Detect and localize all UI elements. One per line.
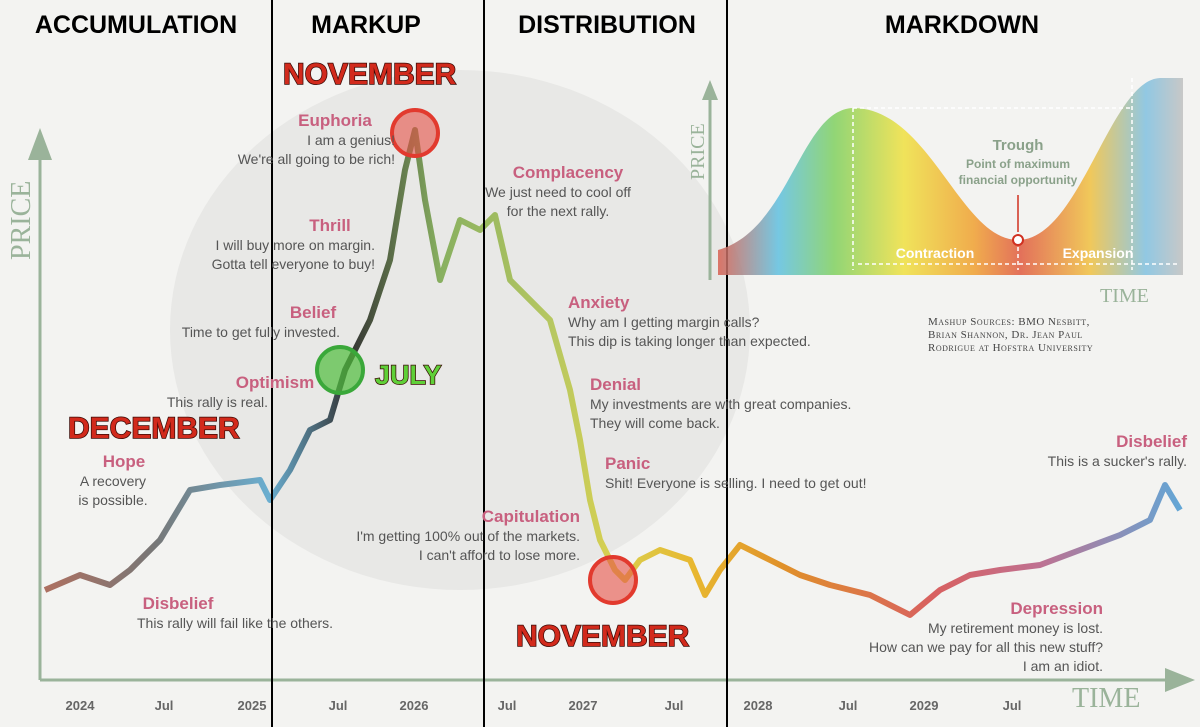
- x-tick-label: 2028: [744, 698, 773, 713]
- x-tick-label: 2026: [400, 698, 429, 713]
- phase-title: ACCUMULATION: [35, 11, 237, 39]
- phase-dividers: [271, 0, 728, 727]
- axes: [28, 128, 1195, 692]
- emotion-label: Optimism: [236, 373, 314, 392]
- emotion-label: Anxiety: [568, 293, 630, 312]
- phase-title: MARKDOWN: [885, 11, 1039, 39]
- emotion-text: We're all going to be rich!: [238, 151, 395, 167]
- inset-expansion: Expansion: [1063, 245, 1134, 261]
- emotion-label: Thrill: [309, 216, 351, 235]
- callout: NOVEMBER: [516, 620, 690, 653]
- callout: NOVEMBER: [283, 58, 457, 91]
- emotion-text: We just need to cool off: [485, 184, 631, 200]
- emotion-text: This dip is taking longer than expected.: [568, 333, 811, 349]
- emotion-text: Shit! Everyone is selling. I need to get…: [605, 475, 867, 491]
- inset-price-label: PRICE: [687, 123, 709, 180]
- bottom-marker: [588, 555, 638, 605]
- peak-marker: [390, 108, 440, 158]
- sources: Rodrigue at Hofstra University: [928, 342, 1093, 354]
- x-tick-label: Jul: [155, 698, 174, 713]
- price-path: [43, 127, 1183, 618]
- july-marker: [315, 345, 365, 395]
- x-tick-label: Jul: [665, 698, 684, 713]
- x-tick-label: Jul: [839, 698, 858, 713]
- sources: Mashup Sources: BMO Nesbitt,: [928, 316, 1090, 328]
- emotion-text: My investments are with great companies.: [590, 396, 851, 412]
- emotion-label: Panic: [605, 454, 650, 473]
- time-axis-label: TIME: [1072, 683, 1140, 714]
- emotion-text: I can't afford to lose more.: [419, 547, 580, 563]
- inset-trough: Trough: [993, 137, 1044, 154]
- x-tick-label: 2027: [569, 698, 598, 713]
- x-tick-label: 2025: [238, 698, 267, 713]
- emotion-text: is possible.: [78, 492, 147, 508]
- emotion-label: Hope: [103, 452, 146, 471]
- inset-note: Point of maximum: [966, 157, 1070, 171]
- emotion-text: I am a genius!: [307, 132, 395, 148]
- x-tick-label: Jul: [498, 698, 517, 713]
- emotion-text: Time to get fully invested.: [182, 324, 340, 340]
- coin-watermark: [170, 70, 750, 590]
- inset-chart: [702, 78, 1183, 280]
- emotion-label: Denial: [590, 375, 641, 394]
- callout: JULY: [375, 360, 442, 390]
- emotion-text: How can we pay for all this new stuff?: [869, 639, 1103, 655]
- emotion-label: Complacency: [513, 163, 624, 182]
- emotion-label: Disbelief: [143, 594, 214, 613]
- emotion-label: Euphoria: [298, 111, 372, 130]
- phase-title: MARKUP: [311, 11, 421, 39]
- emotion-text: I am an idiot.: [1023, 658, 1103, 674]
- x-tick-label: Jul: [1003, 698, 1022, 713]
- phase-title: DISTRIBUTION: [518, 11, 696, 39]
- x-tick-label: 2029: [910, 698, 939, 713]
- emotion-label: Belief: [290, 303, 337, 322]
- emotion-text: My retirement money is lost.: [928, 620, 1103, 636]
- emotion-text: for the next rally.: [507, 203, 609, 219]
- x-tick-label: 2024: [66, 698, 96, 713]
- inset-note: financial opportunity: [959, 173, 1078, 187]
- inset-contraction: Contraction: [896, 245, 975, 261]
- emotion-label: Depression: [1010, 599, 1103, 618]
- sources: Brian Shannon, Dr. Jean Paul: [928, 329, 1083, 341]
- emotion-label: Disbelief: [1116, 432, 1187, 451]
- price-axis-label: PRICE: [6, 181, 37, 260]
- emotion-text: They will come back.: [590, 415, 720, 431]
- emotion-text: This rally will fail like the others.: [137, 615, 333, 631]
- x-tick-label: Jul: [329, 698, 348, 713]
- emotion-text: I will buy more on margin.: [215, 237, 375, 253]
- emotion-text: This rally is real.: [167, 394, 268, 410]
- emotion-text: Why am I getting margin calls?: [568, 314, 760, 330]
- emotion-text: Gotta tell everyone to buy!: [212, 256, 375, 272]
- emotion-text: A recovery: [80, 473, 146, 489]
- callout: DECEMBER: [68, 412, 240, 445]
- emotion-text: I'm getting 100% out of the markets.: [356, 528, 580, 544]
- emotion-text: This is a sucker's rally.: [1048, 453, 1187, 469]
- inset-time-label: TIME: [1100, 285, 1149, 307]
- emotion-label: Capitulation: [482, 507, 580, 526]
